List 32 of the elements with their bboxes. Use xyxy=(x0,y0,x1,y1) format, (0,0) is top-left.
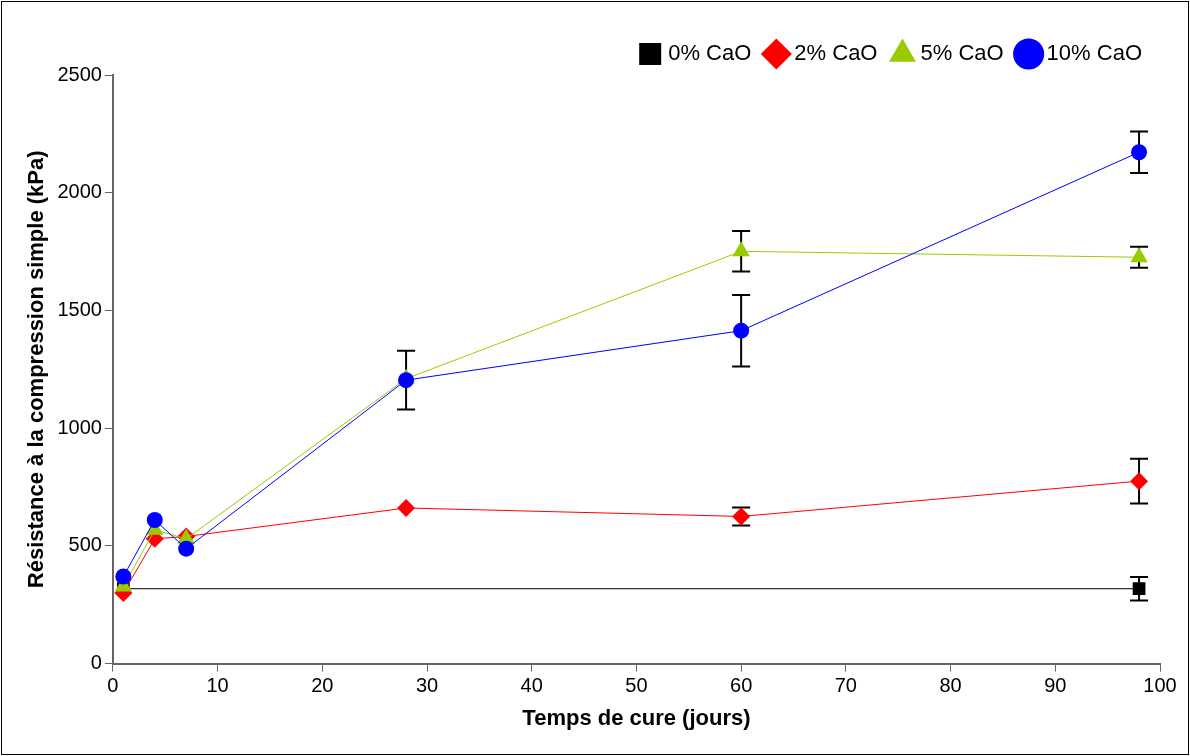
point xyxy=(398,372,415,389)
x-axis-title: Temps de cure (jours) xyxy=(522,704,751,730)
legend-label: 10% CaO xyxy=(1046,40,1143,66)
x-tick-label: 30 xyxy=(415,674,439,697)
x-tick-label: 40 xyxy=(520,674,543,697)
point xyxy=(146,511,163,528)
y-tick-label: 1500 xyxy=(57,297,102,320)
y-tick-label: 500 xyxy=(68,533,102,556)
legend-label: 5% CaO xyxy=(920,40,1004,66)
point xyxy=(1130,472,1149,491)
x-tick-label: 70 xyxy=(834,674,857,697)
y-tick-label: 0 xyxy=(90,651,102,674)
point xyxy=(178,540,195,557)
point xyxy=(1132,582,1146,596)
y-tick-label: 2500 xyxy=(57,62,102,85)
x-tick-label: 10 xyxy=(206,674,229,697)
x-tick-label: 60 xyxy=(730,674,753,697)
x-tick-label: 80 xyxy=(939,674,962,697)
point xyxy=(1131,144,1148,161)
x-tick-label: 50 xyxy=(625,674,648,697)
y-tick-label: 2000 xyxy=(57,180,102,203)
x-tick-label: 20 xyxy=(311,674,334,697)
legend-label: 0% CaO xyxy=(668,40,752,66)
point xyxy=(397,498,416,517)
legend-label: 2% CaO xyxy=(794,40,878,66)
x-tick-label: 0 xyxy=(107,674,119,697)
x-tick-label: 100 xyxy=(1143,674,1177,697)
point xyxy=(115,568,132,585)
y-axis-title: Résistance à la compression simple (kPa) xyxy=(23,150,49,589)
x-tick-label: 90 xyxy=(1044,674,1067,697)
point xyxy=(733,322,750,339)
y-tick-label: 1000 xyxy=(57,415,102,438)
